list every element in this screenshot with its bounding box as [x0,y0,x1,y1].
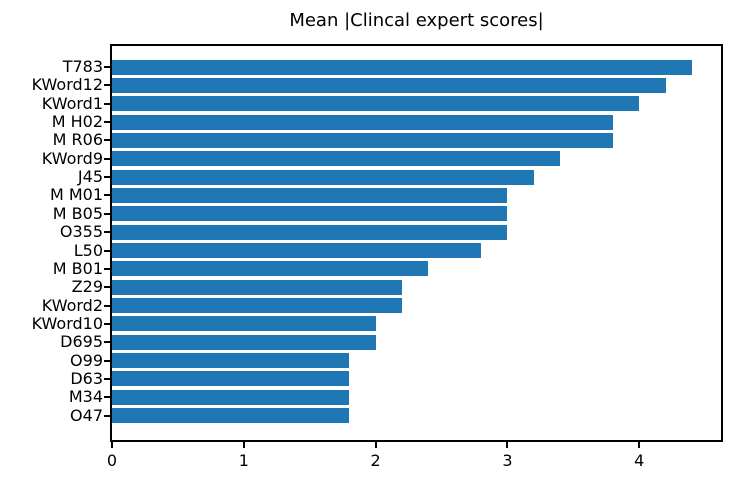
x-tick-label: 4 [634,451,645,470]
chart-title: Mean |Clincal expert scores| [289,10,544,31]
y-tick-label: KWord12 [31,75,103,95]
bar [112,224,508,240]
y-tick-label: M B01 [52,258,103,278]
bar [112,371,350,387]
bar [112,59,692,75]
y-tick-label: M R06 [52,130,103,150]
y-tick-label: T783 [62,57,103,76]
y-tick-mark [104,359,110,362]
bar [112,243,482,258]
bar [112,206,508,222]
x-tick-label: 3 [502,451,513,470]
bar [112,169,534,185]
y-tick-mark [104,194,110,197]
bar [112,334,376,350]
y-tick-mark [104,102,110,105]
y-tick-mark [104,176,110,179]
x-tick-mark [111,442,113,448]
x-tick-label: 2 [370,451,381,470]
plot-area [110,44,723,442]
y-tick-mark [104,322,110,325]
bar [112,114,613,130]
y-tick-label: KWord10 [31,313,103,333]
x-tick-label: 1 [238,451,249,470]
x-tick-mark [506,442,509,448]
bar [112,187,508,203]
x-tick-mark [638,442,641,448]
y-tick-mark [104,286,110,289]
y-tick-mark [104,267,110,270]
y-tick-mark [104,139,110,142]
y-tick-label: M B05 [52,203,103,223]
y-tick-label: Z29 [71,277,103,297]
y-tick-mark [104,66,110,68]
y-tick-mark [104,396,110,399]
y-tick-mark [104,341,110,344]
y-tick-label: O355 [59,222,103,242]
y-tick-mark [104,157,110,160]
y-tick-mark [104,249,110,252]
y-tick-label: M34 [68,387,103,407]
y-tick-mark [104,121,110,124]
bar [112,151,561,167]
x-tick-mark [242,442,245,448]
y-tick-label: D695 [60,332,103,352]
y-tick-mark [104,304,110,307]
y-tick-label: O47 [70,405,103,425]
y-tick-label: J45 [77,167,103,187]
bar [112,132,613,148]
y-tick-mark [104,414,110,417]
y-tick-label: KWord9 [41,148,103,168]
y-tick-label: M H02 [51,112,103,132]
y-tick-label: M M01 [49,185,103,205]
y-tick-mark [104,212,110,215]
bar [112,408,350,424]
y-tick-label: KWord1 [41,93,103,113]
bar [112,261,429,277]
y-tick-mark [104,231,110,234]
bar [112,298,402,314]
bar [112,279,402,295]
y-tick-label: O99 [70,350,103,370]
bar [112,316,376,332]
y-tick-mark [104,377,110,380]
bar [112,353,350,369]
bar [112,96,640,112]
y-tick-label: L50 [73,240,103,260]
bar [112,77,666,93]
x-tick-label: 0 [106,451,118,470]
x-tick-mark [374,442,377,448]
y-tick-label: D63 [70,368,103,388]
y-tick-mark [104,84,110,87]
y-tick-label: KWord2 [41,295,103,315]
bar [112,389,350,405]
